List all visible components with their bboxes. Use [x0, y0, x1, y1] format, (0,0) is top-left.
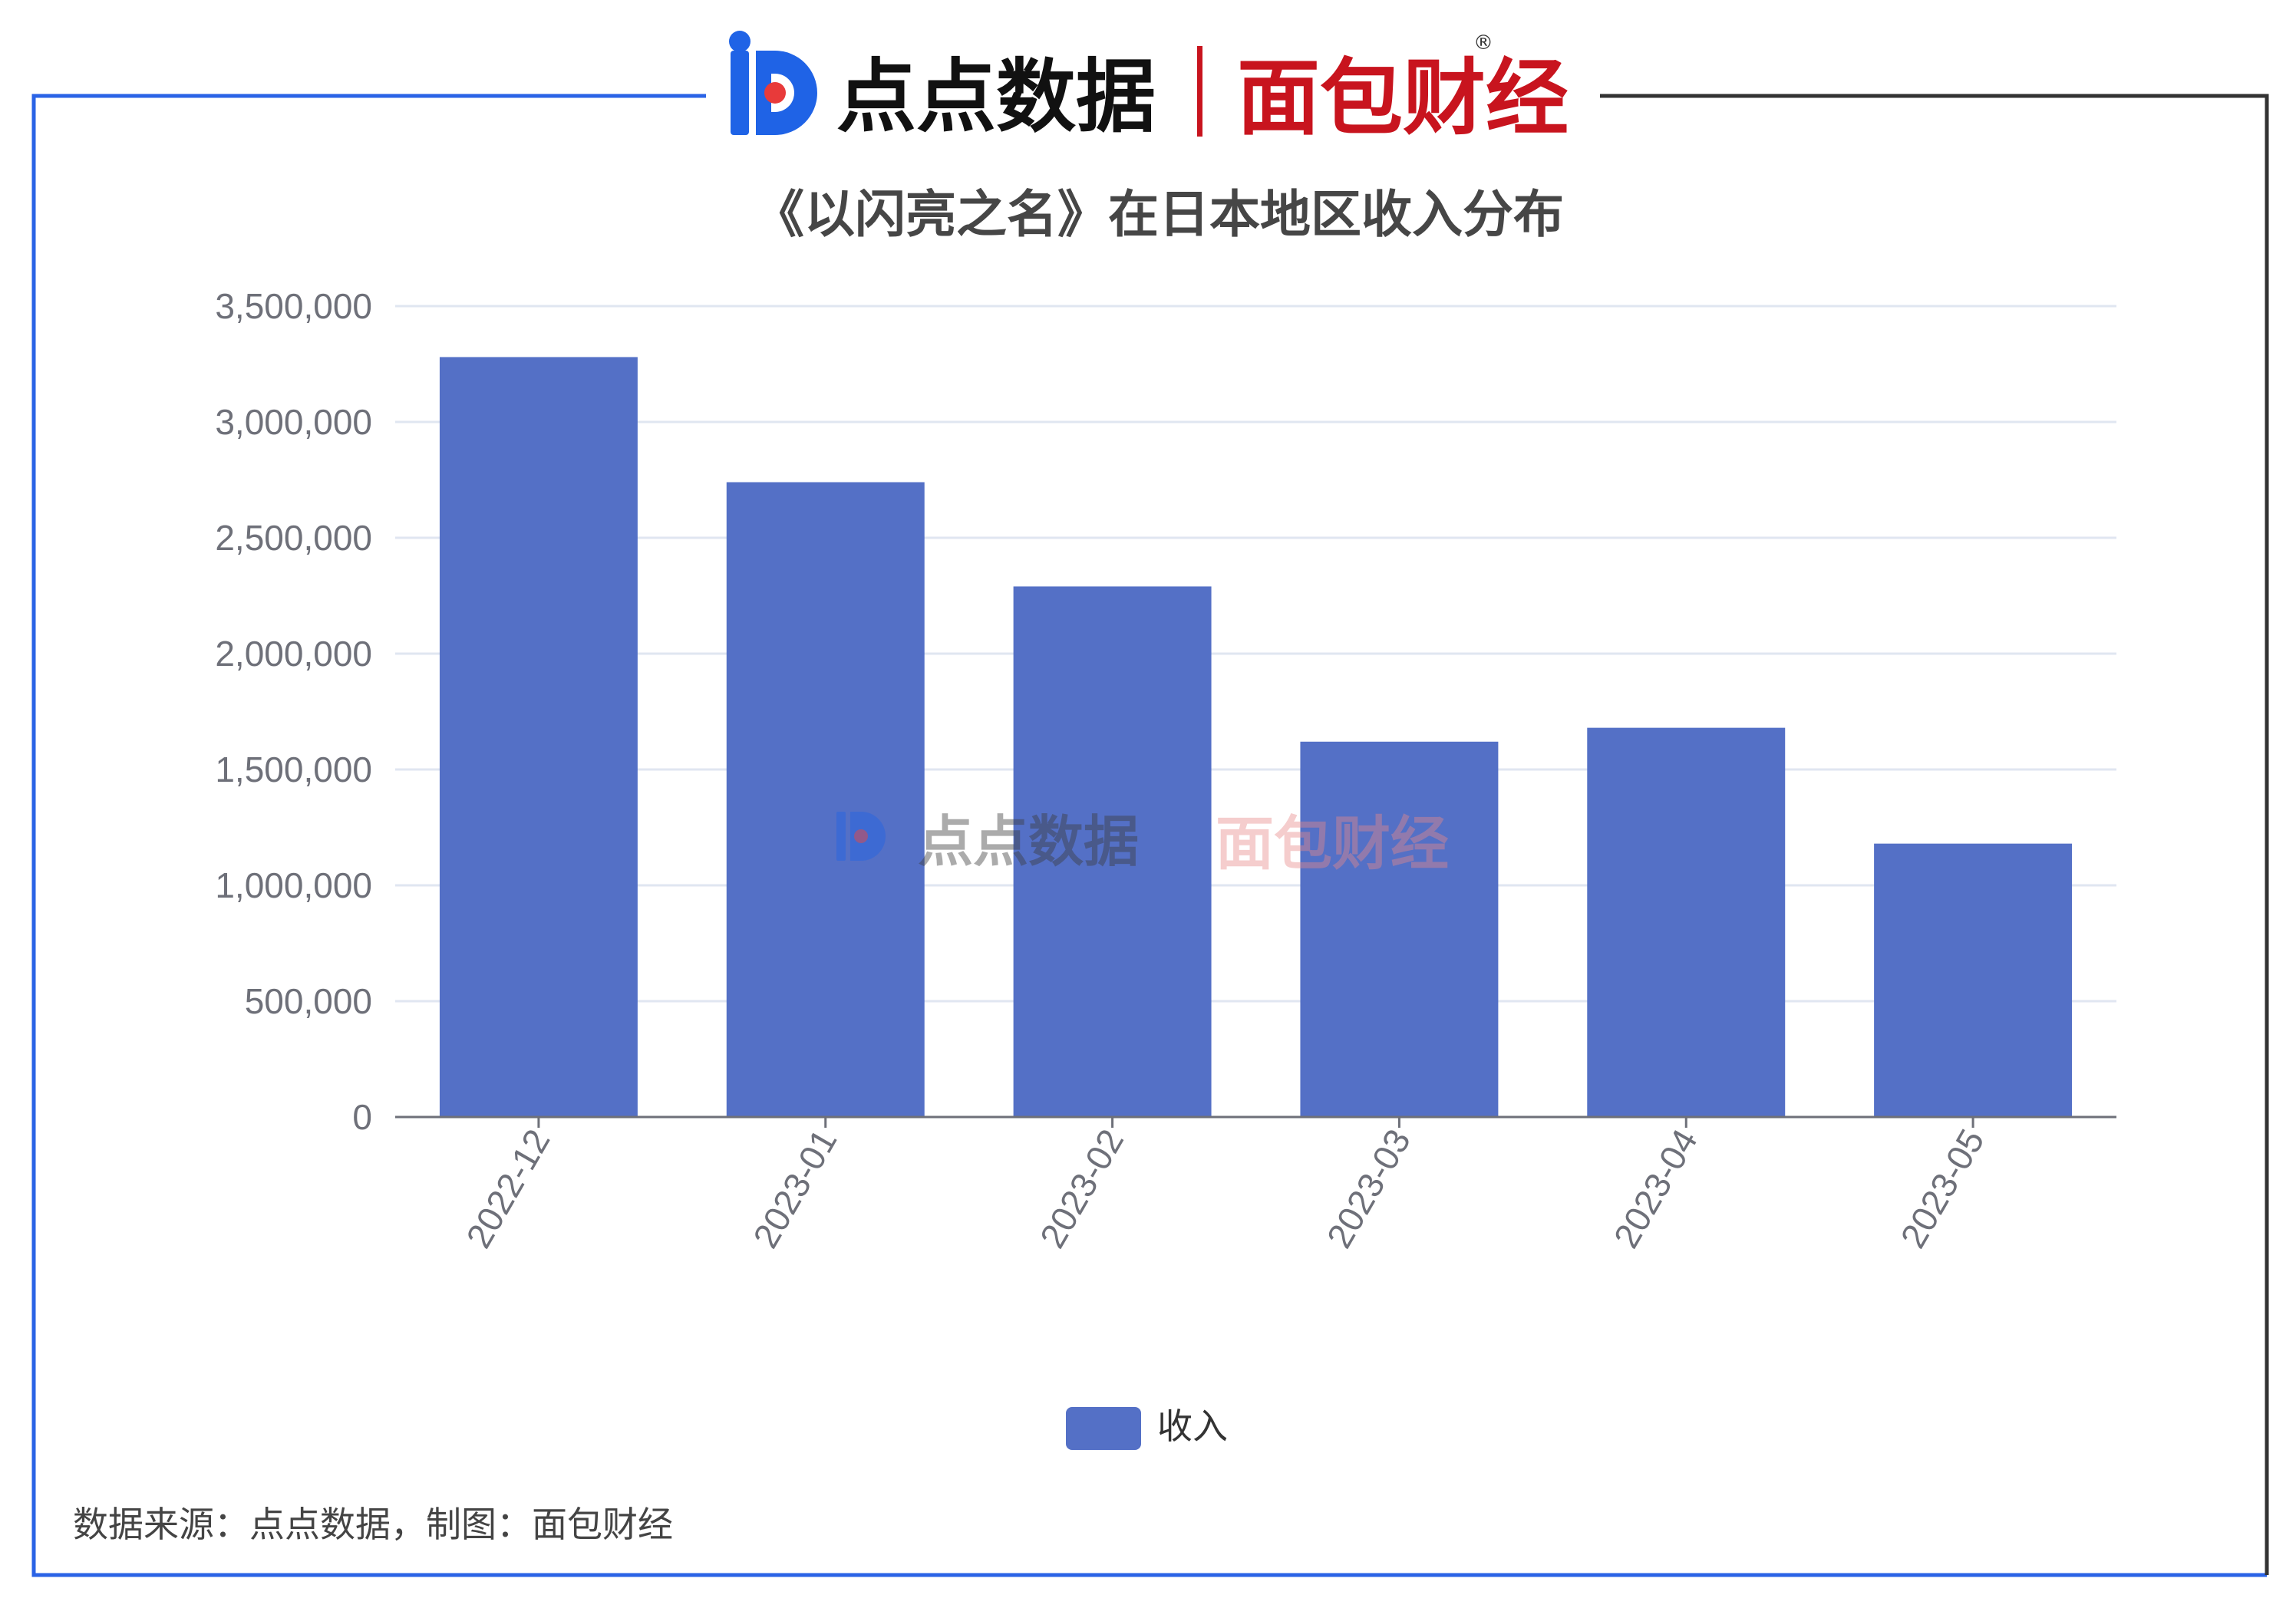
- x-tick-label: 2023-03: [1319, 1122, 1418, 1254]
- watermark-brand-right: 面包财经: [1216, 809, 1449, 878]
- legend: 收入: [1066, 1405, 1228, 1450]
- frame-border-blue: [31, 94, 2267, 1577]
- y-tick-label: 3,000,000: [215, 402, 372, 442]
- y-tick-label: 2,500,000: [215, 518, 372, 558]
- watermark-logo-icon: [836, 812, 886, 861]
- x-tick-label: 2023-05: [1892, 1122, 1991, 1254]
- watermark-brand-left: 点点数据: [918, 809, 1139, 874]
- y-tick-label: 3,500,000: [215, 286, 372, 326]
- bar: [439, 357, 638, 1117]
- legend-label: 收入: [1157, 1405, 1228, 1447]
- bar: [726, 482, 925, 1117]
- y-tick-label: 500,000: [245, 981, 372, 1021]
- header-brand-right: 面包财经: [1237, 50, 1569, 147]
- bar: [1587, 727, 1786, 1117]
- legend-swatch: [1066, 1407, 1141, 1450]
- x-tick-label: 2023-02: [1032, 1122, 1131, 1254]
- y-tick-label: 1,500,000: [215, 750, 372, 789]
- source-note: 数据来源：点点数据，制图：面包财经: [73, 1504, 673, 1545]
- y-axis-ticks: 0 500,000 1,000,000 1,500,000 2,000,000 2,500…: [215, 286, 372, 1137]
- x-tick-label: 2022-12: [458, 1122, 557, 1254]
- y-tick-label: 2,000,000: [215, 634, 372, 674]
- grid-lines: [395, 305, 2116, 1003]
- watermark: 点点数据 面包财经: [836, 809, 1449, 878]
- bar: [1300, 741, 1499, 1117]
- bar: [1874, 843, 2073, 1117]
- y-tick-label: 0: [352, 1097, 372, 1137]
- x-tick-label: 2023-04: [1605, 1122, 1704, 1254]
- x-tick-label: 2023-01: [745, 1122, 844, 1254]
- bar-series: [439, 357, 2073, 1117]
- bar: [1013, 586, 1212, 1117]
- x-axis-ticks: 2022-12 2023-01 2023-02 2023-03 2023-04 2023-…: [458, 1117, 1992, 1254]
- y-tick-label: 1,000,000: [215, 865, 372, 905]
- frame-border-dark: [1600, 94, 2269, 1575]
- header-brand-left: 点点数据: [836, 50, 1156, 143]
- registered-mark: ®: [1473, 31, 1493, 54]
- header-logo: 点点数据 面包财经 ®: [729, 31, 1569, 147]
- chart-title: 《以闪亮之名》在日本地区收入分布: [754, 185, 1564, 244]
- dd-logo-icon: [729, 31, 817, 135]
- header-divider: [1197, 46, 1202, 137]
